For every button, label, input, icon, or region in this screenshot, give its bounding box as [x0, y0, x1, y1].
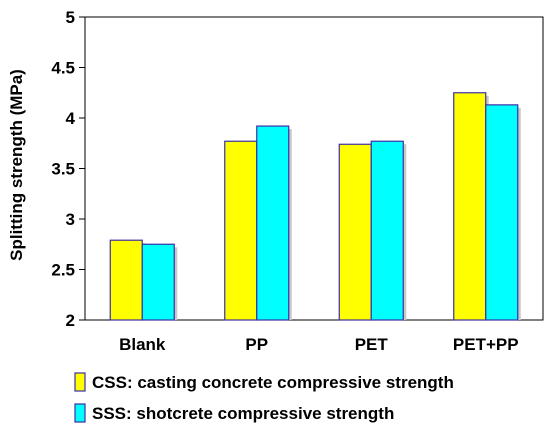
x-tick-label: PET+PP [453, 335, 519, 354]
bar-blank-sss [141, 243, 175, 321]
bar-pp-sss [256, 125, 290, 321]
bar-pet-css [338, 143, 372, 321]
y-tick-label: 3 [66, 210, 75, 229]
bar-pet-sss [370, 140, 404, 321]
y-tick-label: 4 [66, 109, 76, 128]
x-tick-label: PET [355, 335, 389, 354]
x-axis: Blank PP PET PET+PP [119, 335, 518, 354]
y-tick-label: 5 [66, 8, 75, 27]
legend-swatch [74, 403, 86, 423]
legend: CSS: casting concrete compressive streng… [74, 372, 454, 423]
bar-pet-pp-css [453, 92, 487, 321]
y-tick-label: 2 [66, 311, 75, 330]
y-tick-label: 2.5 [51, 261, 75, 280]
legend-label: CSS: casting concrete compressive streng… [92, 373, 454, 392]
x-tick-label: PP [245, 335, 268, 354]
bar-pp-css [224, 140, 258, 321]
bar-pet-pp-sss [485, 104, 519, 321]
x-tick-label: Blank [119, 335, 166, 354]
legend-swatch [74, 372, 86, 392]
plot-area [84, 16, 544, 321]
y-tick-label: 4.5 [51, 59, 75, 78]
legend-label: SSS: shotcrete compressive strength [92, 404, 394, 423]
bar-blank-css [109, 239, 143, 321]
y-axis-title: Splitting strength (MPa) [7, 69, 26, 261]
y-tick-label: 3.5 [51, 160, 75, 179]
y-axis: 2 2.5 3 3.5 4 4.5 5 [51, 8, 85, 330]
